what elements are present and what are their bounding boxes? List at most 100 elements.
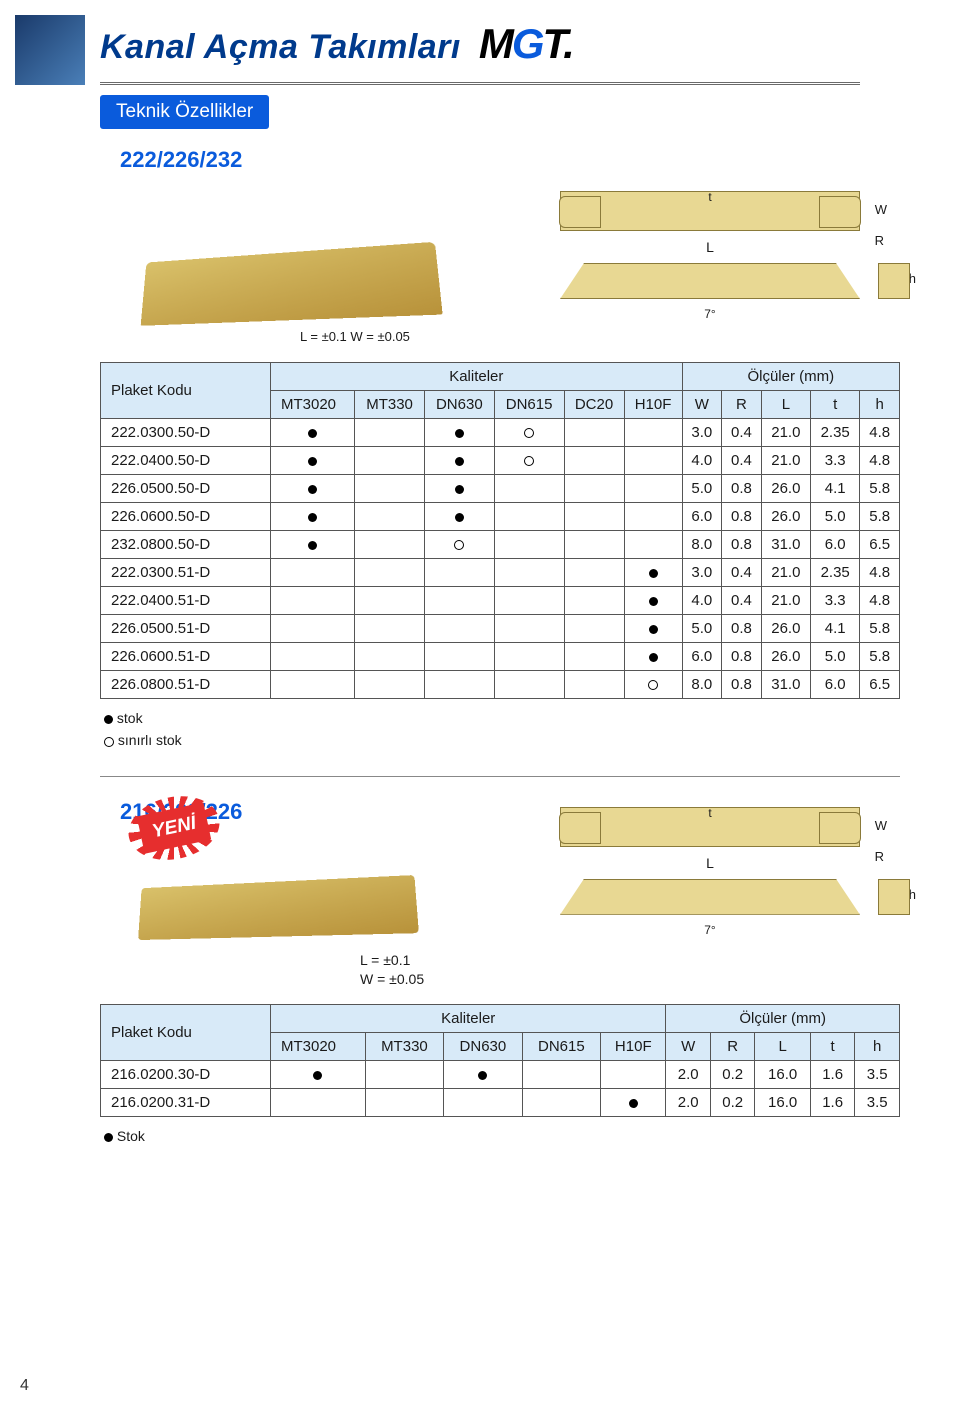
diagram2-end-view	[878, 879, 910, 915]
cell-quality	[424, 671, 494, 699]
circle-icon	[104, 737, 114, 747]
cell-quality	[494, 475, 564, 503]
cell-dim: 26.0	[761, 475, 810, 503]
cell-quality	[355, 475, 425, 503]
cell-quality	[624, 587, 682, 615]
cell-quality	[424, 587, 494, 615]
cell-quality	[564, 643, 624, 671]
cell-quality	[355, 587, 425, 615]
cell-dim: 4.1	[811, 475, 860, 503]
th2-dims: Ölçüler (mm)	[666, 1004, 900, 1032]
cell-dim: 1.6	[810, 1088, 855, 1116]
table-row: 222.0400.51-D4.00.421.03.34.8	[101, 587, 900, 615]
legend-sinirli: sınırlı stok	[118, 732, 182, 748]
cell-code: 222.0400.50-D	[101, 447, 271, 475]
cell-quality	[271, 1060, 366, 1088]
cell-code: 226.0600.50-D	[101, 503, 271, 531]
table-row: 226.0800.51-D8.00.831.06.06.5	[101, 671, 900, 699]
cell-dim: 16.0	[755, 1088, 810, 1116]
cell-dim: 3.3	[811, 447, 860, 475]
cell-quality	[494, 587, 564, 615]
dim-l: L	[706, 239, 714, 255]
cell-dim: 21.0	[761, 447, 810, 475]
cell-quality	[355, 643, 425, 671]
cell-quality	[624, 503, 682, 531]
cell-quality	[564, 447, 624, 475]
cell-dim: 16.0	[755, 1060, 810, 1088]
cell-quality	[564, 671, 624, 699]
diagram-side-view	[560, 263, 860, 299]
header-photo	[15, 15, 85, 85]
cell-quality	[522, 1088, 600, 1116]
cell-code: 216.0200.31-D	[101, 1088, 271, 1116]
dot-icon	[104, 715, 113, 724]
table-row: 222.0400.50-D4.00.421.03.34.8	[101, 447, 900, 475]
cell-dim: 8.0	[682, 531, 722, 559]
cell-quality	[355, 531, 425, 559]
dim2-w: W	[875, 818, 887, 833]
cell-dim: 5.8	[860, 643, 900, 671]
cell-quality	[624, 643, 682, 671]
cell-dim: 0.8	[722, 615, 762, 643]
dim2-l: L	[706, 855, 714, 871]
legend-2: Stok	[104, 1125, 900, 1147]
cell-quality	[271, 559, 355, 587]
cell-dim: 4.1	[811, 615, 860, 643]
table-row: 226.0500.50-D5.00.826.04.15.8	[101, 475, 900, 503]
cell-code: 216.0200.30-D	[101, 1060, 271, 1088]
cell-dim: 2.35	[811, 419, 860, 447]
cell-quality	[601, 1088, 666, 1116]
dim-t: t	[708, 190, 711, 204]
cell-quality	[424, 559, 494, 587]
cell-quality	[494, 531, 564, 559]
cell-quality	[271, 643, 355, 671]
cell-quality	[271, 587, 355, 615]
cell-quality	[355, 419, 425, 447]
cell-quality	[444, 1088, 522, 1116]
table-row: 222.0300.50-D3.00.421.02.354.8	[101, 419, 900, 447]
th-dcol: h	[860, 391, 900, 419]
cell-dim: 5.0	[811, 643, 860, 671]
cell-dim: 3.0	[682, 559, 722, 587]
cell-dim: 0.2	[710, 1060, 755, 1088]
cell-dim: 5.8	[860, 615, 900, 643]
cell-dim: 5.0	[682, 615, 722, 643]
th-dcol: R	[722, 391, 762, 419]
cell-quality	[601, 1060, 666, 1088]
section2-figures: YENİ t W R L h 7°	[130, 803, 900, 937]
cell-dim: 4.8	[860, 587, 900, 615]
cell-dim: 31.0	[761, 671, 810, 699]
th-dcol: W	[666, 1032, 711, 1060]
new-badge: YENİ	[140, 809, 208, 847]
diagram2-side-view	[560, 879, 860, 915]
section1-figures: t W R L h 7°	[130, 191, 900, 321]
cell-quality	[564, 587, 624, 615]
dim-angle: 7°	[704, 307, 715, 321]
cell-dim: 6.5	[860, 531, 900, 559]
header-divider	[100, 82, 860, 85]
diagram-top-view: t W R	[560, 191, 860, 231]
dot-icon-2	[104, 1133, 113, 1142]
legend-stok: stok	[117, 710, 143, 726]
cell-dim: 4.8	[860, 419, 900, 447]
cell-code: 226.0500.51-D	[101, 615, 271, 643]
header: Kanal Açma Takımları MGT.	[0, 0, 960, 78]
section1-code: 222/226/232	[120, 147, 900, 173]
cell-dim: 0.8	[722, 475, 762, 503]
cell-dim: 0.8	[722, 531, 762, 559]
tolerance-note-1: L = ±0.1 W = ±0.05	[300, 329, 900, 344]
legend-1: stok sınırlı stok	[104, 707, 900, 752]
cell-quality	[494, 671, 564, 699]
cell-dim: 0.2	[710, 1088, 755, 1116]
cell-dim: 6.0	[682, 643, 722, 671]
cell-quality	[624, 531, 682, 559]
cell-dim: 0.4	[722, 559, 762, 587]
cell-quality	[564, 503, 624, 531]
cell-dim: 0.4	[722, 419, 762, 447]
page-title: Kanal Açma Takımları	[100, 28, 461, 67]
th-qcol: MT3020	[271, 391, 355, 419]
th-dcol: L	[761, 391, 810, 419]
cell-dim: 3.3	[811, 587, 860, 615]
section-divider	[100, 776, 900, 777]
tolerance-note-2: L = ±0.1 W = ±0.05	[360, 951, 900, 990]
